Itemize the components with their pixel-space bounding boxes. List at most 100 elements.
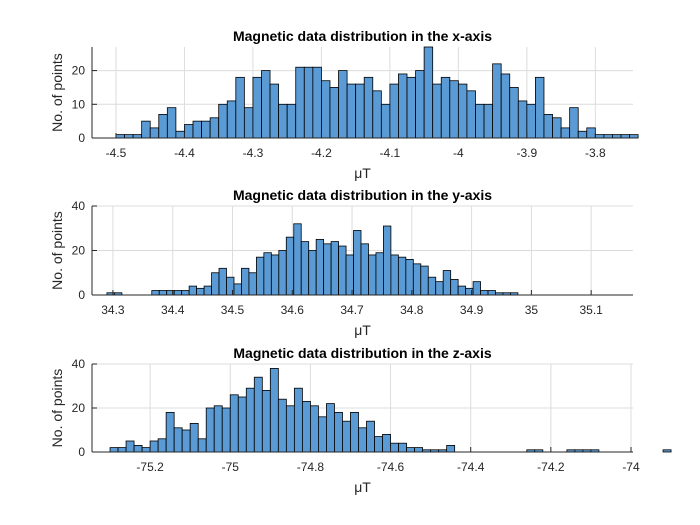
histogram-bar — [535, 76, 545, 139]
histogram-bar — [125, 440, 135, 453]
x-axis-label: μT — [354, 479, 371, 495]
histogram-bar — [269, 367, 279, 453]
histogram-bar — [252, 76, 262, 139]
histogram-bar — [360, 243, 369, 296]
histogram-bar — [353, 230, 362, 296]
histogram-bar — [577, 130, 588, 139]
histogram-bar — [569, 107, 579, 139]
histogram-bar — [303, 66, 314, 139]
histogram-bar — [218, 267, 227, 296]
histogram-bar — [338, 245, 347, 296]
histogram-bar — [132, 134, 143, 139]
histogram-bar — [398, 442, 407, 453]
histogram-bar — [286, 103, 297, 139]
histogram-bar — [209, 117, 220, 139]
histogram-bar — [192, 120, 202, 139]
chart-title: Magnetic data distribution in the x-axis — [233, 28, 492, 44]
histogram-bar — [270, 254, 280, 296]
histogram-bar — [285, 405, 295, 453]
histogram-bar — [346, 83, 357, 139]
x-tick-label: -4.5 — [106, 146, 127, 160]
histogram-bar — [188, 285, 198, 296]
histogram-bar — [420, 265, 429, 296]
histogram-bar — [165, 411, 175, 453]
histogram-bar — [483, 103, 494, 139]
histogram-bar — [205, 407, 215, 453]
histogram-bar — [312, 66, 322, 139]
histogram-bar — [358, 427, 367, 453]
histogram-bar — [158, 114, 168, 139]
histogram-bar — [457, 285, 467, 296]
histogram-bar — [229, 394, 239, 453]
histogram-bar — [211, 272, 220, 296]
histogram-bar — [594, 134, 605, 139]
histogram-bar — [612, 134, 622, 139]
x-tick-label: -74.8 — [297, 460, 325, 474]
histogram-bar — [432, 83, 442, 139]
histogram-bar — [201, 120, 211, 139]
histogram-bar — [241, 267, 250, 296]
x-tick-label: -75 — [222, 460, 240, 474]
histogram-bar — [203, 285, 212, 296]
chart-title: Magnetic data distribution in the y-axis — [233, 187, 492, 203]
histogram-bar — [300, 241, 310, 296]
y-axis-label: No. of points — [49, 211, 65, 290]
histogram-bar — [277, 398, 287, 453]
histogram-bar — [345, 254, 354, 296]
x-tick-label: 34.3 — [101, 303, 125, 317]
histogram-bar — [355, 83, 365, 139]
y-axis-label: No. of points — [49, 53, 65, 132]
histogram-bar — [662, 449, 672, 453]
histogram-bar — [115, 134, 125, 139]
x-tick-label: -74.6 — [377, 460, 405, 474]
histogram-bar — [543, 114, 553, 139]
histogram-bar — [406, 76, 416, 139]
histogram-bar — [109, 447, 119, 453]
chart-title: Magnetic data distribution in the z-axis — [233, 345, 491, 361]
histogram-bar — [457, 83, 468, 139]
x-tick-label: -4 — [453, 146, 464, 160]
y-tick-label: 10 — [72, 97, 86, 111]
histogram-bar — [301, 400, 311, 453]
histogram-bar — [308, 250, 317, 296]
histogram-bar — [368, 254, 377, 296]
histogram-bar — [175, 130, 185, 139]
histogram-bar — [197, 438, 207, 453]
histogram-bar — [509, 87, 519, 139]
histogram-bar — [255, 256, 265, 296]
histogram-bar — [248, 272, 257, 296]
histogram-bar — [382, 433, 391, 453]
histogram-bar — [440, 76, 451, 139]
histogram-bar — [184, 124, 194, 139]
histogram-bar — [149, 127, 160, 139]
histogram-bar — [323, 243, 332, 296]
histogram-bar — [329, 87, 339, 139]
histogram-bar — [117, 447, 127, 453]
histogram-bar — [157, 438, 167, 453]
histogram-bar — [318, 416, 327, 453]
histogram-bar — [526, 103, 536, 139]
histogram-bar — [446, 444, 456, 453]
histogram-panel-2: 34.3 34.4 34.5 34.6 34.7 34.8 34.9 35 35.1 0 20 40 M… — [49, 187, 633, 338]
histogram-bar — [310, 405, 319, 453]
histogram-bar — [173, 427, 183, 453]
histogram-bar — [603, 134, 613, 139]
x-tick-label: -3.9 — [517, 146, 538, 160]
x-tick-label: 34.7 — [340, 303, 364, 317]
histogram-bar — [221, 407, 231, 453]
x-tick-label: -74 — [622, 460, 640, 474]
histogram-bar — [235, 76, 245, 139]
histogram-bar — [181, 290, 190, 296]
x-tick-label: 34.4 — [161, 303, 185, 317]
histogram-bar — [449, 80, 459, 139]
y-tick-label: 20 — [72, 64, 86, 78]
histogram-bar — [560, 127, 571, 139]
x-tick-label: -4.4 — [174, 146, 195, 160]
histogram-bar — [375, 252, 384, 296]
histogram-bar — [253, 376, 263, 453]
y-tick-label: 20 — [72, 401, 86, 415]
histogram-bar — [124, 134, 134, 139]
bars — [106, 223, 519, 296]
histogram-bar — [480, 290, 489, 296]
x-tick-label: -74.4 — [457, 460, 485, 474]
